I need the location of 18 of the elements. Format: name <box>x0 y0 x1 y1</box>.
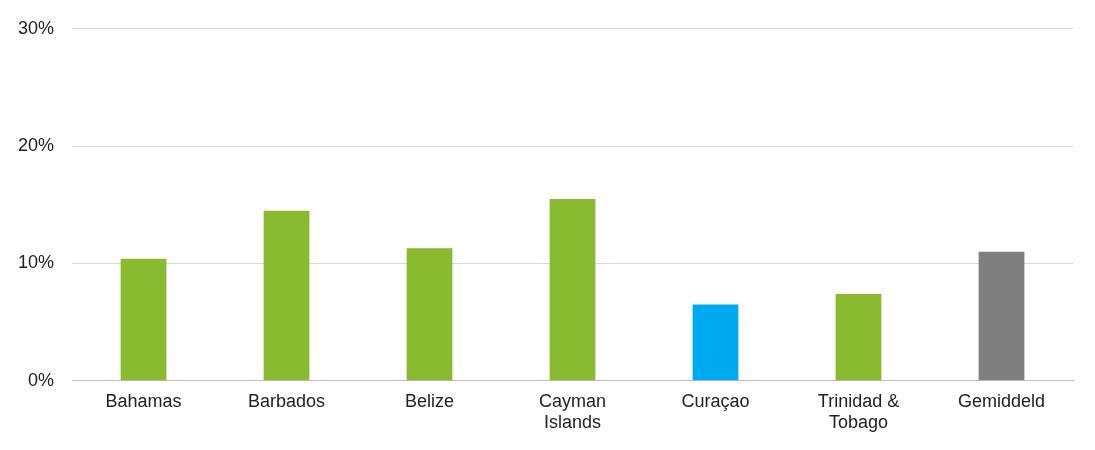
bar <box>978 251 1025 381</box>
y-tick-label: 20% <box>18 135 55 156</box>
x-tick-label: Cayman Islands <box>539 390 607 433</box>
bar <box>835 293 882 381</box>
y-tick-label: 10% <box>18 252 55 273</box>
bar <box>549 198 596 381</box>
bar <box>692 304 739 381</box>
x-tick-label: Bahamas <box>105 390 182 411</box>
bar <box>263 210 310 381</box>
x-tick-label: Barbados <box>247 390 326 411</box>
x-tick-label: Gemiddeld <box>957 390 1046 411</box>
y-tick-label: 30% <box>18 17 55 38</box>
y-tick-label: 0% <box>28 369 55 390</box>
x-tick-label: Trinidad & Tobago <box>817 390 900 433</box>
x-tick-label: Belize <box>405 390 455 411</box>
bar <box>120 258 167 381</box>
x-tick-label: Curaçao <box>681 390 750 411</box>
bar <box>406 248 453 381</box>
